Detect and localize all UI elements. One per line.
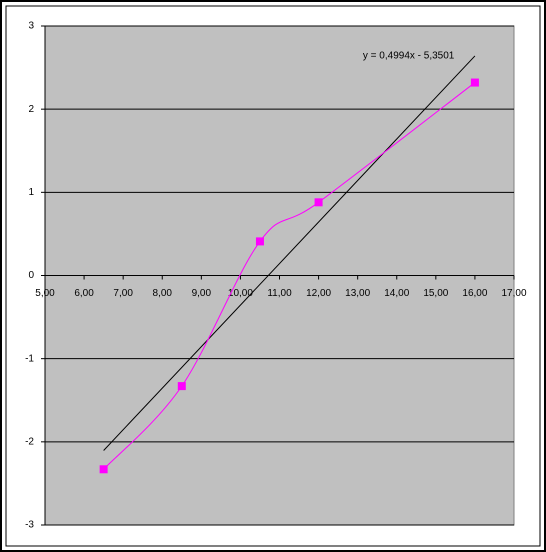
x-tick-label: 6,00 (74, 288, 94, 299)
point (99, 465, 108, 474)
x-tick-label: 17,00 (501, 288, 526, 299)
x-tick-label: 14,00 (384, 288, 409, 299)
x-tick-label: 13,00 (345, 288, 370, 299)
y-tick-label: -2 (25, 436, 34, 447)
y-tick-label: -1 (25, 353, 34, 364)
y-tick-label: -3 (25, 520, 34, 531)
point (177, 382, 186, 391)
x-tick-label: 10,00 (228, 288, 253, 299)
x-tick-label: 8,00 (153, 288, 173, 299)
trendline (103, 55, 476, 451)
x-tick-label: 12,00 (306, 288, 331, 299)
point (470, 78, 479, 87)
trendline-label: y = 0,4994x - 5,3501 (363, 51, 455, 62)
x-tick-label: 11,00 (267, 288, 292, 299)
inner-frame (5, 5, 541, 547)
point (255, 237, 264, 246)
y-tick-label: 2 (28, 104, 34, 115)
x-tick-label: 9,00 (192, 288, 212, 299)
y-tick-label: 1 (28, 187, 34, 198)
y-tick-label: 0 (28, 270, 34, 281)
point (314, 198, 323, 207)
x-tick-label: 15,00 (423, 288, 448, 299)
x-tick-label: 7,00 (113, 288, 133, 299)
x-tick-label: 16,00 (462, 288, 487, 299)
x-tick-label: 5,00 (35, 288, 55, 299)
y-tick-label: 3 (28, 21, 34, 32)
